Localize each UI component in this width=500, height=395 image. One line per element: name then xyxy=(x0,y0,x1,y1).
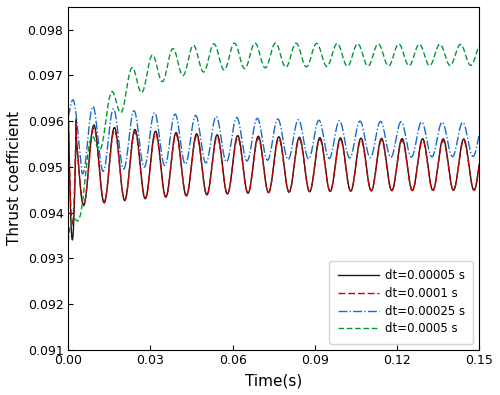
dt=0.00025 s xyxy=(202,160,208,165)
dt=0.0005 s xyxy=(413,47,419,51)
dt=0.00005 s xyxy=(314,141,320,146)
dt=0.0005 s xyxy=(244,62,250,66)
dt=0.0005 s xyxy=(476,44,482,49)
Y-axis label: Thrust coefficient: Thrust coefficient xyxy=(7,111,22,245)
dt=0.00005 s xyxy=(458,147,464,152)
dt=0.0001 s xyxy=(424,158,430,163)
Line: dt=0.0001 s: dt=0.0001 s xyxy=(68,112,479,226)
dt=0.00005 s xyxy=(202,186,207,190)
dt=0.00025 s xyxy=(450,154,456,159)
dt=0.00025 s xyxy=(80,171,86,176)
dt=0.00025 s xyxy=(464,135,470,140)
dt=0.0005 s xyxy=(448,63,454,68)
dt=0.00025 s xyxy=(394,132,400,137)
Line: dt=0.00025 s: dt=0.00025 s xyxy=(68,100,479,174)
dt=0.0001 s xyxy=(476,163,482,168)
dt=0.0001 s xyxy=(304,183,310,188)
dt=0.0001 s xyxy=(96,168,102,173)
dt=0.0001 s xyxy=(158,167,164,172)
dt=0.00005 s xyxy=(476,162,482,167)
dt=0.00005 s xyxy=(70,238,75,243)
dt=0.0005 s xyxy=(252,41,258,45)
dt=0.0005 s xyxy=(390,55,396,60)
dt=0.00025 s xyxy=(476,132,482,137)
dt=0.00025 s xyxy=(70,98,76,102)
dt=0.0005 s xyxy=(231,41,237,45)
dt=0.00005 s xyxy=(262,181,268,185)
dt=0.0001 s xyxy=(410,187,416,192)
Legend: dt=0.00005 s, dt=0.0001 s, dt=0.00025 s, dt=0.0005 s: dt=0.00005 s, dt=0.0001 s, dt=0.00025 s,… xyxy=(330,261,473,344)
Line: dt=0.00005 s: dt=0.00005 s xyxy=(68,112,479,240)
dt=0.00025 s xyxy=(65,114,71,119)
dt=0.0001 s xyxy=(191,143,197,148)
dt=0.00025 s xyxy=(92,115,98,120)
X-axis label: Time(s): Time(s) xyxy=(245,373,302,388)
dt=0.00005 s xyxy=(229,168,235,173)
dt=0.00005 s xyxy=(148,164,154,168)
dt=0.0005 s xyxy=(348,60,354,64)
Line: dt=0.0005 s: dt=0.0005 s xyxy=(68,43,479,241)
dt=0.0001 s xyxy=(65,110,71,115)
dt=0.0005 s xyxy=(65,239,71,243)
dt=0.0001 s xyxy=(70,224,75,229)
dt=0.00005 s xyxy=(65,110,71,115)
dt=0.00025 s xyxy=(144,160,150,164)
